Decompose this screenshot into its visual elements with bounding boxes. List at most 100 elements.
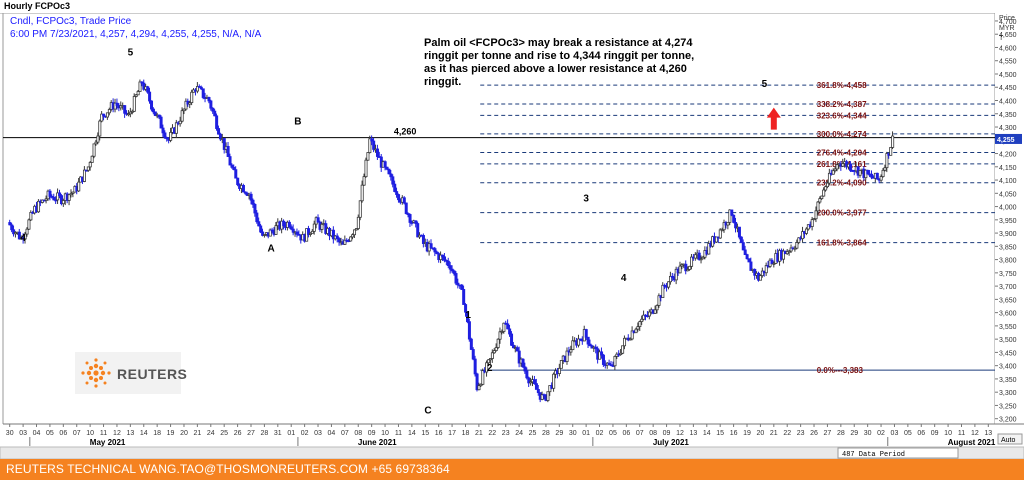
candle-body: [818, 198, 822, 203]
candle-body: [745, 254, 749, 260]
time-axis-day-label: 11: [958, 430, 965, 437]
price-axis-title: MYR: [999, 25, 1015, 32]
price-axis-tick-label: 4,500: [999, 72, 1017, 79]
candle-body: [207, 96, 211, 102]
candle-body: [494, 347, 498, 351]
time-axis-day-label: 15: [716, 430, 724, 437]
candle-body: [728, 209, 732, 223]
candle-body: [454, 273, 458, 284]
reuters-logo-text: REUTERS: [117, 366, 188, 382]
time-axis-day-label: 30: [864, 430, 872, 437]
time-axis-day-label: 26: [810, 430, 818, 437]
chart-scrollbar[interactable]: [0, 446, 1024, 459]
candle-body: [741, 242, 745, 251]
candle-body: [636, 326, 640, 330]
candle-body: [163, 132, 167, 139]
price-axis-tick-label: 3,250: [999, 403, 1017, 410]
candle-body: [511, 344, 515, 349]
time-axis-day-label: 06: [917, 430, 925, 437]
time-axis-day-label: 14: [140, 430, 148, 437]
auto-scale-button[interactable]: [997, 433, 1023, 445]
candle-body: [253, 203, 257, 214]
candle-body: [402, 197, 406, 204]
candle-body: [720, 229, 724, 232]
wave-label: B: [294, 116, 301, 127]
candle-body: [441, 254, 445, 258]
candle-body: [475, 373, 479, 391]
candle-body: [469, 338, 473, 350]
candle-body: [404, 202, 408, 214]
price-axis[interactable]: [995, 13, 1024, 424]
wave-label: 1: [465, 310, 471, 321]
time-axis-day-label: 21: [770, 430, 778, 437]
candle-body: [663, 284, 667, 287]
candle-body: [810, 219, 814, 227]
candle-body: [485, 362, 489, 373]
data-period-label: 487 Data Period: [842, 451, 905, 459]
candle-body: [466, 311, 470, 323]
time-axis-day-label: 08: [354, 430, 362, 437]
time-axis-day-label: 21: [475, 430, 483, 437]
candle-body: [140, 81, 144, 84]
price-axis-tick-label: 3,650: [999, 297, 1017, 304]
candle-body: [686, 269, 690, 272]
time-axis-day-label: 24: [515, 430, 523, 437]
candle-body: [439, 254, 443, 261]
price-axis-tick-label: 4,000: [999, 205, 1017, 212]
candle-body: [257, 221, 261, 227]
candle-body: [259, 225, 263, 233]
candle-body: [429, 243, 433, 249]
data-period-box: [837, 447, 959, 459]
time-axis-day-label: 28: [542, 430, 550, 437]
candle-body: [375, 148, 379, 157]
time-axis-day-label: 29: [555, 430, 563, 437]
last-price-marker: [995, 133, 1022, 144]
candle-body: [61, 200, 65, 205]
fib-level-label: 200.0%-3,977: [817, 209, 867, 218]
price-axis-tick-label: 4,550: [999, 59, 1017, 66]
price-axis-tick-label: 3,500: [999, 337, 1017, 344]
time-axis-day-label: 07: [73, 430, 81, 437]
candle-body: [684, 263, 688, 272]
time-axis-day-label: 06: [622, 430, 630, 437]
footer-bar: REUTERS TECHNICAL WANG.TAO@THOSMONREUTER…: [0, 459, 1024, 480]
time-axis-day-label: 27: [247, 430, 255, 437]
candle-body: [255, 212, 259, 223]
candle-body: [263, 234, 267, 236]
candle-body: [389, 173, 393, 178]
candle-body: [891, 135, 895, 148]
candle-body: [804, 228, 808, 234]
candle-body: [628, 338, 632, 341]
month-label: July 2021: [653, 438, 690, 447]
wave-label: C: [424, 405, 431, 416]
candle-body: [450, 268, 454, 272]
candle-body: [831, 170, 835, 175]
candle-body: [159, 116, 163, 129]
fib-level-label: 361.8%-4,458: [817, 81, 867, 90]
candle-body: [77, 181, 81, 192]
candle-body: [701, 256, 705, 260]
candle-body: [452, 270, 456, 274]
candle-body: [571, 340, 575, 351]
month-label: May 2021: [90, 438, 126, 447]
fib-level-label: 323.6%-4,344: [817, 111, 867, 120]
candle-body: [113, 102, 117, 110]
candle-body: [69, 192, 73, 196]
candle-body: [510, 333, 514, 346]
candle-body: [607, 362, 611, 366]
candle-body: [215, 115, 219, 129]
candle-body: [743, 249, 747, 256]
candle-body: [655, 305, 659, 311]
candle-body: [833, 168, 837, 172]
time-axis-day-label: 05: [904, 430, 912, 437]
price-axis-title: Price: [999, 15, 1015, 22]
candle-body: [115, 102, 119, 106]
time-axis-day-label: 23: [502, 430, 510, 437]
candle-body: [722, 222, 726, 231]
time-axis-day-label: 05: [46, 430, 54, 437]
price-axis-tick-label: 4,450: [999, 85, 1017, 92]
candle-body: [598, 351, 602, 360]
candle-body: [471, 349, 475, 360]
candle-body: [565, 350, 569, 362]
candle-body: [883, 167, 887, 171]
